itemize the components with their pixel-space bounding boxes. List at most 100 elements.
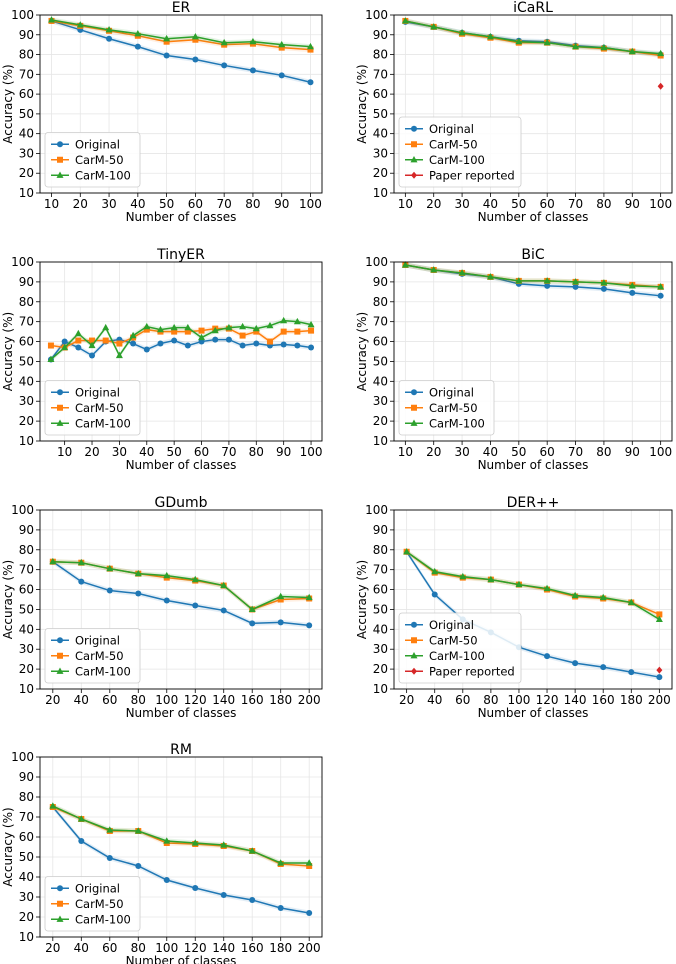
x-tick-label: 50 [511,197,526,211]
x-tick-label: 10 [44,197,59,211]
y-axis-label: Accuracy (%) [355,312,369,391]
data-point-carm100 [486,32,494,40]
legend-label-carm100: CarM-100 [429,416,485,430]
data-point-original [157,340,164,347]
data-point-original [253,340,260,347]
series-band-carm50 [406,549,660,617]
y-tick-label: 50 [373,602,388,616]
x-tick-label: 180 [269,941,292,955]
x-tick-label: 160 [241,941,264,955]
data-point-carm100 [61,343,69,351]
legend-marker-original [57,141,63,148]
y-tick-label: 100 [11,503,34,517]
legend-label-carm50: CarM-50 [75,649,124,663]
x-tick-label: 100 [508,693,531,707]
legend-label-carm50: CarM-50 [75,401,124,415]
data-point-carm100 [458,269,466,276]
data-point-carm100 [225,323,233,331]
x-tick-label: 70 [217,197,232,211]
data-point-carm50 [306,863,313,869]
x-tick-label: 80 [483,693,498,707]
y-axis-label: Accuracy (%) [1,64,15,143]
data-point-carm100 [170,323,178,331]
x-axis-label: Number of classes [478,706,589,720]
y-axis-label: Accuracy (%) [1,560,15,639]
data-point-carm100 [106,826,114,833]
data-point-original [163,877,170,883]
y-tick-label: 90 [19,275,34,289]
plot-frame [39,261,323,442]
data-point-original [89,352,96,359]
y-tick-label: 40 [373,127,388,141]
data-point-carm100 [191,839,199,846]
series-band-carm100 [406,549,660,622]
legend-label-carm100: CarM-100 [429,153,485,167]
x-tick-label: 180 [620,693,643,707]
x-tick-label: 100 [649,197,672,211]
data-point-original [78,578,85,585]
series-band-original [51,18,311,85]
data-point-carm100 [49,557,57,565]
data-point-carm100 [252,324,260,332]
data-point-carm100 [543,584,551,592]
data-point-carm50 [307,46,314,53]
x-axis-label: Number of classes [126,458,237,472]
data-point-carm100 [628,47,636,55]
x-axis-label: Number of classes [126,210,237,224]
data-point-original [130,340,137,347]
x-tick-label: 50 [167,445,182,459]
y-tick-label: 10 [19,682,34,696]
data-point-original [572,660,579,667]
y-tick-label: 70 [19,67,34,81]
legend-label-paper: Paper reported [429,664,515,678]
legend-marker-original [411,389,417,396]
data-point-original [249,620,256,627]
legend-label-carm100: CarM-100 [75,912,131,926]
x-tick-label: 30 [454,445,469,459]
data-point-carm100 [191,32,199,40]
x-tick-label: 70 [568,445,583,459]
y-tick-label: 20 [19,662,34,676]
y-tick-label: 70 [373,315,388,329]
legend-marker-carm100 [56,667,64,674]
data-point-original [135,863,142,869]
y-tick-label: 80 [19,48,34,62]
x-tick-label: 40 [130,197,145,211]
x-tick-label: 60 [455,693,470,707]
data-point-carm100 [277,859,285,866]
y-axis-label: Accuracy (%) [1,312,15,391]
y-tick-label: 20 [19,414,34,428]
data-point-carm100 [77,558,85,566]
data-point-carm100 [49,802,57,809]
data-point-original [220,607,227,614]
data-point-carm100 [48,16,56,23]
data-point-carm50 [266,338,273,345]
data-point-original [239,342,246,349]
data-point-carm100 [572,42,580,50]
y-tick-label: 30 [19,146,34,160]
y-tick-label: 30 [373,146,388,160]
y-tick-label: 40 [19,870,34,884]
data-point-paper [656,666,663,674]
x-tick-label: 20 [426,445,441,459]
x-tick-label: 100 [300,445,323,459]
data-point-original [249,897,256,903]
plot-frame [39,756,323,938]
plot-frame [393,261,673,442]
y-tick-label: 40 [19,374,34,388]
legend-marker-original [57,885,63,892]
legend-marker-carm50 [411,141,417,148]
data-point-original [143,346,150,353]
legend-label-carm100: CarM-100 [429,649,485,663]
legend-box [44,876,141,932]
y-tick-label: 100 [11,255,34,269]
data-point-original [628,669,635,676]
y-tick-label: 50 [19,107,34,121]
y-tick-label: 30 [19,394,34,408]
x-tick-label: 20 [84,445,99,459]
data-point-carm100 [156,325,164,333]
x-tick-label: 60 [102,941,117,955]
y-tick-label: 70 [19,563,34,577]
